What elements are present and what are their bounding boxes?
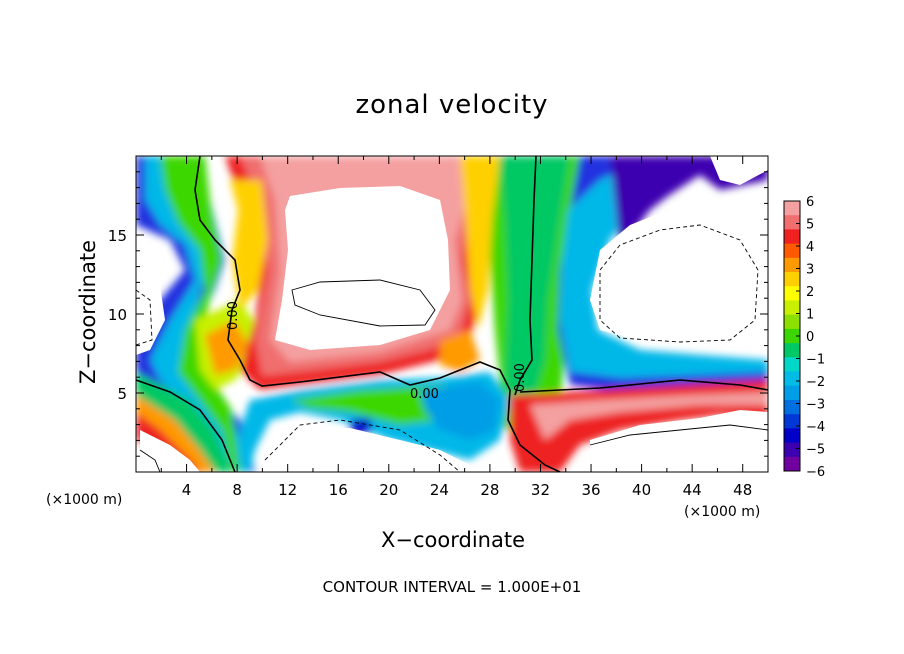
y-axis-label: Z−coordinate — [76, 240, 100, 384]
colorbar-label: 6 — [806, 195, 814, 210]
x-unit-label: (×1000 m) — [684, 504, 761, 520]
x-axis-label: X−coordinate — [381, 528, 525, 552]
colorbar-swatch — [784, 201, 800, 216]
colorbar-swatch — [784, 343, 800, 358]
colorbar-swatch — [784, 314, 800, 330]
colorbar-label: 2 — [806, 285, 814, 300]
x-tick-label: 32 — [531, 481, 550, 499]
y-tick-label: 10 — [108, 306, 127, 324]
colorbar-label: −1 — [806, 353, 825, 368]
contour-interval-note: CONTOUR INTERVAL = 1.000E+01 — [322, 578, 582, 596]
x-tick-label: 4 — [182, 481, 192, 499]
colorbar-label: 5 — [806, 218, 814, 233]
velocity-field — [136, 156, 768, 472]
colorbar-swatch — [784, 399, 800, 415]
colorbar-label: −4 — [806, 420, 825, 435]
y-tick-label: 15 — [108, 227, 127, 245]
colorbar-swatch — [784, 414, 800, 429]
colorbar: 6 5 4 3 2 1 0 −1 −2 −3 −4 −5 −6 — [783, 195, 825, 480]
colorbar-swatch — [784, 328, 800, 344]
colorbar-swatch — [784, 371, 800, 387]
contour-label: 0.00 — [226, 301, 241, 330]
x-tick-label: 8 — [232, 481, 242, 499]
colorbar-label: −3 — [806, 398, 825, 413]
x-tick-label: 16 — [329, 481, 348, 499]
negative-contours — [136, 224, 759, 472]
colorbar-swatch — [784, 428, 800, 444]
colorbar-label: 1 — [806, 308, 814, 323]
x-tick-label: 12 — [278, 481, 297, 499]
colorbar-swatch — [784, 272, 800, 287]
colorbar-swatch — [784, 243, 800, 259]
colorbar-swatch — [784, 442, 800, 458]
y-tick-label: 5 — [117, 385, 127, 403]
chart-title: zonal velocity — [355, 90, 549, 120]
colorbar-label: 4 — [806, 240, 814, 255]
colorbar-swatch — [784, 215, 800, 230]
y-axis: 5 10 15 — [108, 171, 768, 457]
x-tick-label: 24 — [430, 481, 449, 499]
x-tick-label: 20 — [379, 481, 398, 499]
x-tick-label: 28 — [480, 481, 499, 499]
colorbar-swatch — [784, 357, 800, 373]
colorbar-label: −6 — [806, 465, 825, 480]
colorbar-label: 3 — [806, 263, 814, 278]
contour-label: 0.00 — [513, 363, 528, 392]
contour-label: 0.00 — [410, 387, 439, 402]
colorbar-swatch — [784, 385, 800, 401]
thin-contours — [139, 279, 768, 472]
colorbar-label: −2 — [806, 375, 825, 390]
x-tick-label: 36 — [581, 481, 600, 499]
x-axis: 4 8 12 16 20 24 28 32 36 40 44 48 — [160, 156, 752, 499]
colorbar-swatch — [784, 456, 800, 472]
zero-contours — [136, 156, 768, 472]
x-unit-label: (×1000 m) — [46, 492, 123, 508]
x-tick-label: 48 — [733, 481, 752, 499]
x-tick-label: 44 — [683, 481, 702, 499]
colorbar-label: −5 — [806, 443, 825, 458]
colorbar-swatch — [784, 229, 800, 245]
x-tick-label: 40 — [632, 481, 651, 499]
colorbar-swatch — [784, 257, 800, 273]
colorbar-swatch — [784, 286, 800, 301]
colorbar-swatch — [784, 300, 800, 316]
colorbar-label: 0 — [806, 330, 814, 345]
